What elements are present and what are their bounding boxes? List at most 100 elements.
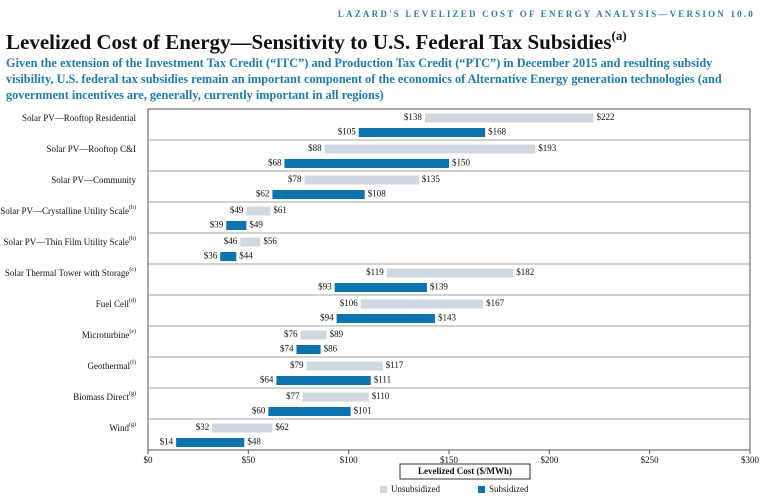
value-label: $89 <box>330 329 344 339</box>
x-tick-label: $300 <box>741 455 760 465</box>
value-label: $39 <box>210 220 224 230</box>
category-note: (b) <box>129 204 136 211</box>
category-label: Microturbine(e) <box>82 328 136 340</box>
bar <box>360 299 484 309</box>
value-label: $101 <box>354 406 372 416</box>
category-label: Solar PV—Rooftop Residential <box>22 113 136 123</box>
bar <box>306 361 383 371</box>
value-label: $61 <box>273 205 287 215</box>
category-label: Fuel Cell(d) <box>96 297 136 309</box>
category-note: (g) <box>129 390 136 397</box>
category-label: Solar PV—Thin Film Utility Scale(b) <box>4 235 137 247</box>
value-label: $94 <box>320 313 334 323</box>
value-label: $150 <box>452 158 471 168</box>
value-label: $108 <box>368 189 387 199</box>
bar <box>226 221 247 230</box>
category-label: Wind(g) <box>109 421 136 433</box>
x-tick-label: $150 <box>440 455 459 465</box>
bar <box>220 252 237 261</box>
value-label: $182 <box>516 267 534 277</box>
category-note: (c) <box>129 266 136 273</box>
bar <box>304 175 419 185</box>
bar <box>300 330 327 340</box>
category-text: Solar PV—Thin Film Utility Scale <box>4 237 130 247</box>
subtitle: Given the extension of the Investment Ta… <box>6 56 713 70</box>
x-axis-label: Levelized Cost ($/MWh) <box>418 466 512 476</box>
subtitle: government incentives are, generally, cu… <box>6 88 384 102</box>
bar <box>284 159 449 168</box>
x-label-box <box>399 463 531 480</box>
category-note: (f) <box>130 359 136 366</box>
value-label: $14 <box>160 437 174 447</box>
value-label: $111 <box>374 375 391 385</box>
value-label: $74 <box>280 344 294 354</box>
category-label: Solar PV—Crystalline Utility Scale(b) <box>0 204 136 216</box>
bar <box>240 237 261 247</box>
bar <box>424 113 594 123</box>
value-label: $76 <box>284 329 298 339</box>
value-label: $193 <box>538 143 557 153</box>
category-note: (e) <box>129 328 136 335</box>
value-label: $77 <box>286 391 300 401</box>
value-label: $36 <box>204 251 218 261</box>
category-text: Geothermal <box>88 361 131 371</box>
bar <box>246 206 271 216</box>
title-text: Levelized Cost of Energy—Sensitivity to … <box>6 30 612 54</box>
value-label: $86 <box>324 344 338 354</box>
title-note: (a) <box>612 28 627 43</box>
value-label: $48 <box>247 437 261 447</box>
category-text: Fuel Cell <box>96 299 130 309</box>
category-note: (d) <box>129 297 136 304</box>
value-label: $60 <box>252 406 266 416</box>
value-label: $62 <box>256 189 270 199</box>
category-text: Solar Thermal Tower with Storage <box>5 268 130 278</box>
category-note: (b) <box>129 235 136 242</box>
category-label: Solar PV—Rooftop C&I <box>46 144 136 154</box>
x-tick-label: $250 <box>641 455 660 465</box>
legend-label: Subsidized <box>489 484 529 494</box>
category-text: Solar PV—Community <box>51 175 136 185</box>
value-label: $32 <box>196 422 210 432</box>
category-text: Solar PV—Crystalline Utility Scale <box>0 206 129 216</box>
value-label: $78 <box>288 174 302 184</box>
value-label: $46 <box>224 236 238 246</box>
category-text: Microturbine <box>82 330 130 340</box>
category-label: Geothermal(f) <box>88 359 136 371</box>
value-label: $44 <box>239 251 253 261</box>
category-label: Solar PV—Community <box>51 175 136 185</box>
category-text: Wind <box>109 423 129 433</box>
x-tick-label: $100 <box>340 455 359 465</box>
value-label: $93 <box>318 282 332 292</box>
value-label: $139 <box>430 282 449 292</box>
bar <box>176 438 245 447</box>
value-label: $119 <box>366 267 384 277</box>
value-label: $143 <box>438 313 457 323</box>
category-text: Solar PV—Rooftop Residential <box>22 113 136 123</box>
value-label: $49 <box>230 205 244 215</box>
value-label: $49 <box>249 220 263 230</box>
value-label: $222 <box>596 112 614 122</box>
legend-label: Unsubsidized <box>391 484 440 494</box>
value-label: $168 <box>488 127 507 137</box>
bar <box>268 407 351 416</box>
category-label: Solar Thermal Tower with Storage(c) <box>5 266 136 278</box>
subtitle: visibility, U.S. federal tax subsidies r… <box>6 72 722 86</box>
bar <box>334 283 427 292</box>
x-tick-label: $0 <box>144 455 154 465</box>
bar <box>358 128 486 137</box>
chart-title: Levelized Cost of Energy—Sensitivity to … <box>6 28 627 54</box>
value-label: $117 <box>386 360 404 370</box>
value-label: $138 <box>404 112 423 122</box>
category-label: Biomass Direct(g) <box>73 390 136 402</box>
x-tick-label: $50 <box>242 455 256 465</box>
value-label: $68 <box>268 158 282 168</box>
x-tick-label: $200 <box>540 455 559 465</box>
value-label: $64 <box>260 375 274 385</box>
legend-swatch <box>380 486 387 493</box>
value-label: $56 <box>263 236 277 246</box>
value-label: $135 <box>422 174 441 184</box>
bar <box>324 144 536 154</box>
category-text: Biomass Direct <box>73 392 129 402</box>
legend-swatch <box>478 486 485 493</box>
